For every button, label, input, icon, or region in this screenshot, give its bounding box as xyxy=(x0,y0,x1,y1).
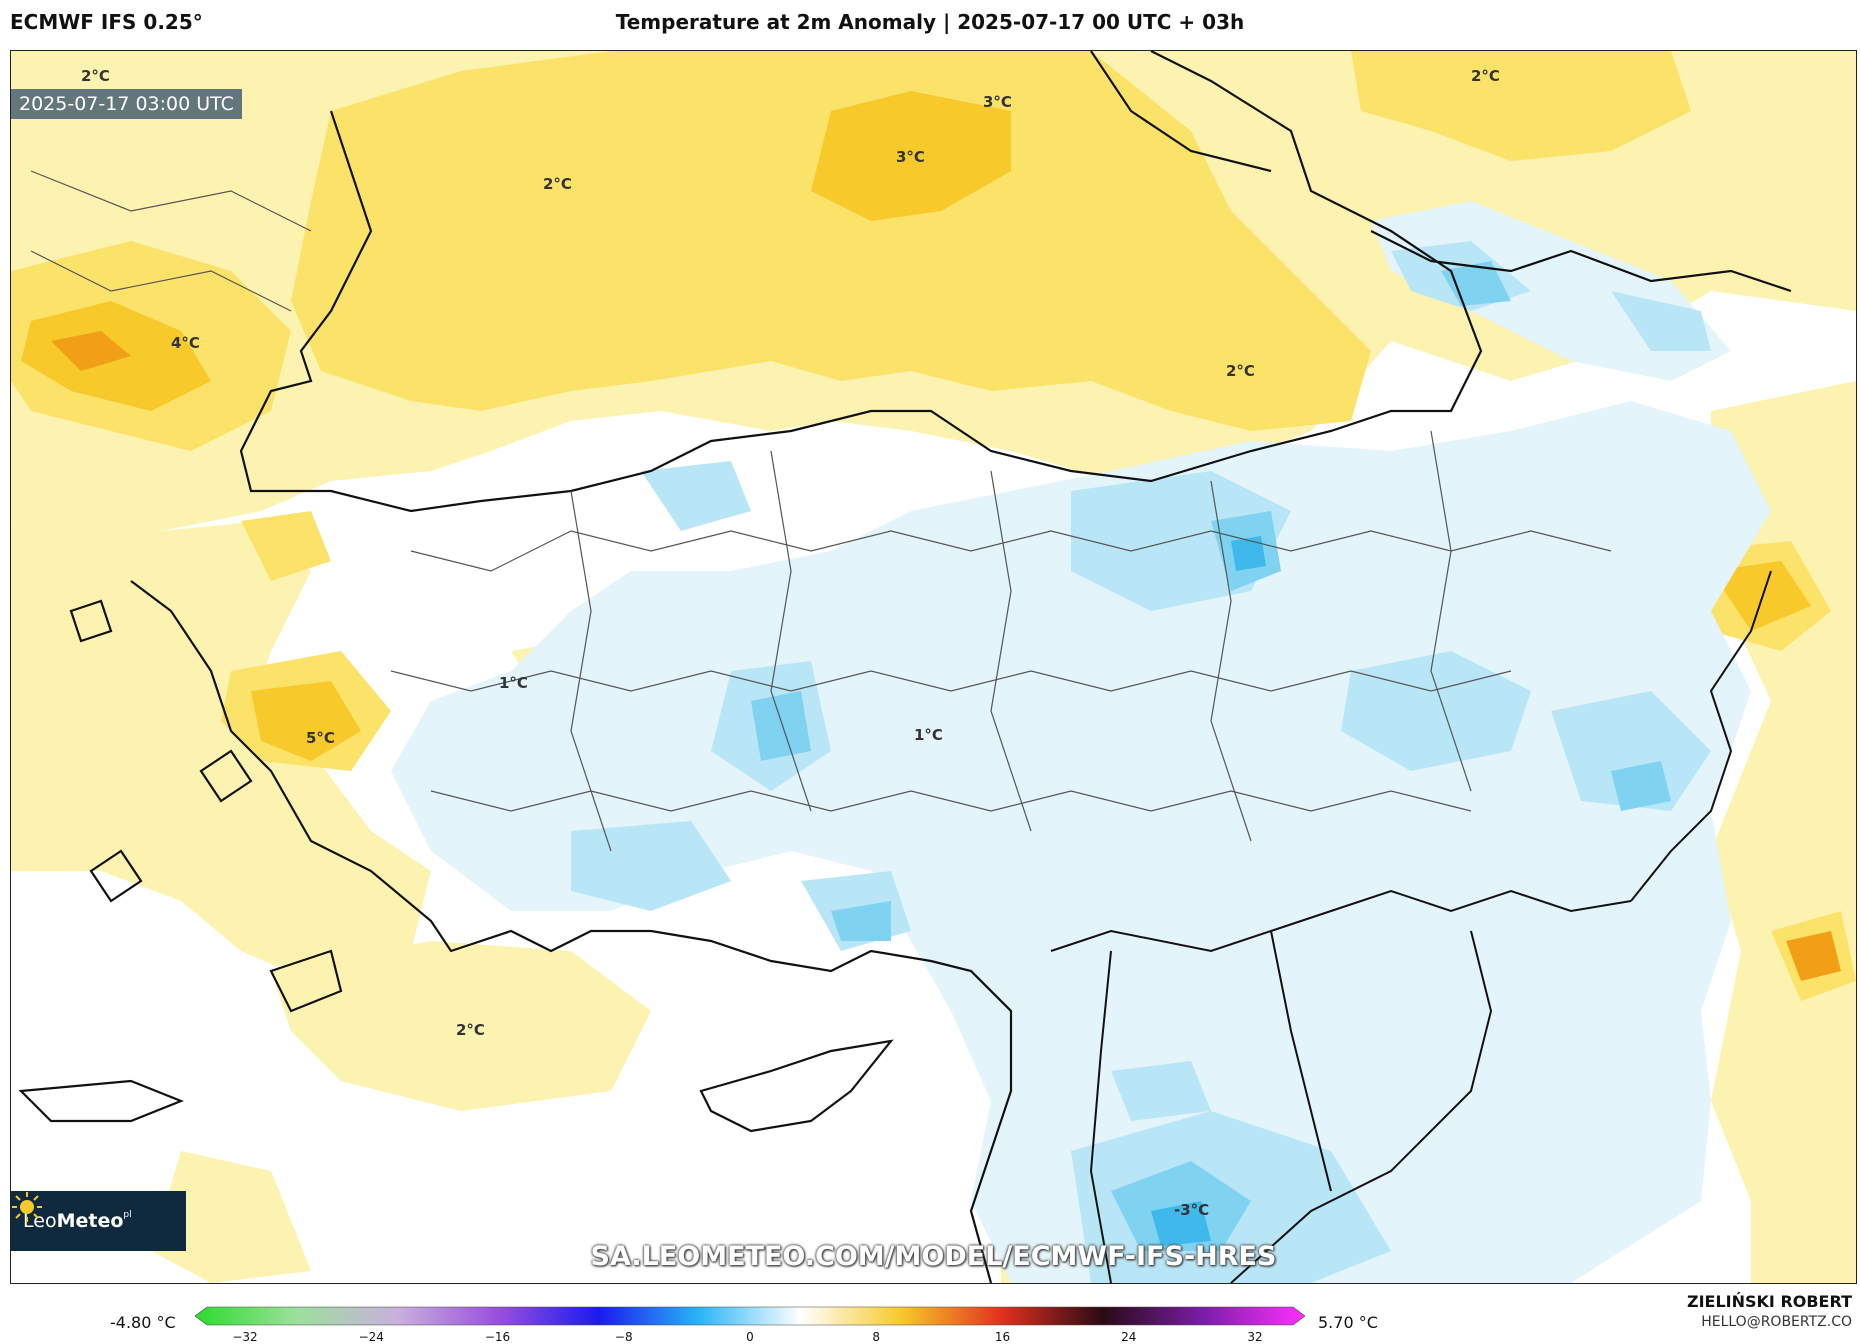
contour-label: 1°C xyxy=(499,674,528,692)
contour-label: 2°C xyxy=(456,1021,485,1039)
contour-label: 2°C xyxy=(81,67,110,85)
contour-label: 4°C xyxy=(171,334,200,352)
country-borders xyxy=(1050,570,1772,1283)
legend-max-label: 5.70 °C xyxy=(1318,1313,1378,1332)
leometeo-logo[interactable]: LeoMeteopl xyxy=(11,1191,186,1251)
watermark-url: SA.LEOMETEO.COM/MODEL/ECMWF-IFS-HRES xyxy=(590,1241,1277,1272)
contour-label: 3°C xyxy=(983,93,1012,111)
map-panel[interactable]: 2025-07-17 03:00 UTC 2°C 3°C 3°C 2°C 2°C… xyxy=(10,50,1857,1284)
contour-label: 2°C xyxy=(1226,362,1255,380)
contour-label: 5°C xyxy=(306,729,335,747)
cool-strong-fields xyxy=(751,261,1671,1251)
colorbar-tick-label: −8 xyxy=(614,1330,633,1344)
logo-name-light: Leo xyxy=(23,1210,57,1232)
sun-icon xyxy=(12,1192,42,1222)
contour-label: -3°C xyxy=(1174,1201,1210,1219)
colorbar xyxy=(195,1306,1305,1326)
logo-suffix: pl xyxy=(123,1210,132,1220)
contour-label: 3°C xyxy=(896,148,925,166)
colorbar-tick-label: 0 xyxy=(746,1330,754,1344)
logo-name-bold: Meteo xyxy=(56,1210,124,1232)
model-name: ECMWF IFS 0.25° xyxy=(10,10,203,34)
contour-label: 2°C xyxy=(543,175,572,193)
author-email[interactable]: HELLO@ROBERTZ.CO xyxy=(1701,1314,1852,1330)
warm-strong-fields xyxy=(21,91,1841,981)
colorbar-tick-label: 32 xyxy=(1247,1330,1263,1344)
colorbar-tick-label: −24 xyxy=(358,1330,384,1344)
colorbar-tick-label: 8 xyxy=(872,1330,881,1344)
admin-borders xyxy=(30,170,1612,852)
colorbar-tick-label: −16 xyxy=(484,1330,511,1344)
contour-label: 2°C xyxy=(1471,67,1500,85)
author-credit: ZIELIŃSKI ROBERT xyxy=(1686,1292,1852,1311)
colorbar-tick-label: −32 xyxy=(232,1330,258,1344)
anomaly-map xyxy=(11,51,1856,1283)
colorbar-tick-label: 24 xyxy=(1121,1330,1137,1344)
legend-min-label: -4.80 °C xyxy=(110,1313,176,1332)
logo-wordmark: LeoMeteopl xyxy=(23,1210,132,1232)
valid-time-badge: 2025-07-17 03:00 UTC xyxy=(11,89,242,119)
color-legend: -4.80 °C −32 −24 −16 −8 0 8 16 24 32 5.70 °C ZIE… xyxy=(0,1288,1860,1344)
colorbar-tick-label: 16 xyxy=(994,1330,1011,1344)
coastlines xyxy=(18,51,1792,1283)
contour-label: 1°C xyxy=(914,726,943,744)
map-title: Temperature at 2m Anomaly | 2025-07-17 0… xyxy=(615,10,1245,34)
